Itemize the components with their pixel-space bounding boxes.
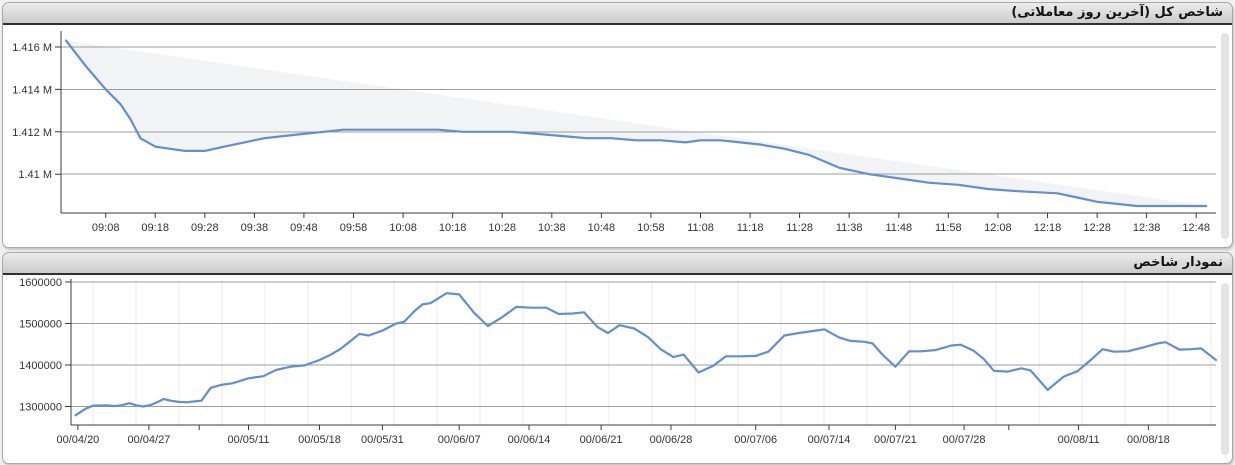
x-axis-label: 00/06/21 bbox=[580, 434, 623, 446]
x-axis-label: 12:28 bbox=[1083, 222, 1111, 234]
x-axis-label: 10:28 bbox=[488, 222, 516, 234]
x-axis-label: 11:48 bbox=[885, 222, 912, 234]
panel-index-history: نمودار شاخص 1600000 1500000 1400000 1300000… bbox=[2, 252, 1233, 464]
y-axis-label: 1.414 M bbox=[12, 84, 52, 96]
x-axis-label: 09:58 bbox=[340, 222, 368, 234]
x-axis-label: 12:48 bbox=[1182, 222, 1210, 234]
x-axis-label: 00/05/11 bbox=[227, 434, 269, 446]
panel-header-intraday[interactable]: شاخص کل (آخرین روز معاملاتی) bbox=[3, 3, 1232, 25]
history-chart[interactable]: 1600000 1500000 1400000 1300000 00/04/20 00/0… bbox=[3, 275, 1230, 463]
x-axis-label: 10:18 bbox=[439, 222, 467, 234]
y-axis-label: 1500000 bbox=[19, 319, 62, 331]
x-axis-label: 09:38 bbox=[241, 222, 269, 234]
x-axis-label: 00/08/18 bbox=[1127, 434, 1170, 446]
y-axis-label: 1.41 M bbox=[18, 169, 52, 181]
x-axis-label: 11:18 bbox=[737, 222, 764, 234]
x-axis-label: 00/04/27 bbox=[127, 434, 170, 446]
band-area bbox=[66, 40, 1207, 206]
x-axis-label: 10:38 bbox=[538, 222, 566, 234]
panel-header-history[interactable]: نمودار شاخص bbox=[3, 253, 1232, 275]
intraday-scrollbar-strip[interactable] bbox=[1221, 33, 1229, 239]
x-axis-label: 00/06/14 bbox=[508, 434, 551, 446]
x-axis-label: 00/07/21 bbox=[874, 434, 917, 446]
x-axis-label: 11:08 bbox=[687, 222, 714, 234]
intraday-index-line bbox=[64, 39, 1208, 208]
x-axis-label: 00/06/28 bbox=[650, 434, 693, 446]
x-axis-label: 00/07/14 bbox=[808, 434, 851, 446]
x-axis-label: 09:48 bbox=[290, 222, 318, 234]
x-axis-label: 11:28 bbox=[786, 222, 813, 234]
history-index-line bbox=[74, 292, 1218, 417]
x-axis-label: 10:58 bbox=[637, 222, 665, 234]
panel-title-history: نمودار شاخص bbox=[1133, 255, 1223, 270]
intraday-chart[interactable]: 1.416 M 1.414 M 1.412 M 1.41 M 09:08 09:18 09:… bbox=[3, 25, 1230, 247]
x-axis-label: 00/07/06 bbox=[734, 434, 777, 446]
x-axis-label: 10:08 bbox=[389, 222, 417, 234]
x-axis-label: 10:48 bbox=[588, 222, 616, 234]
y-axis-label: 1300000 bbox=[19, 402, 62, 414]
y-axis-label: 1.412 M bbox=[12, 127, 52, 139]
panel-intraday-index: شاخص کل (آخرین روز معاملاتی) 1.416 M 1.41… bbox=[2, 2, 1233, 248]
x-axis-label: 00/04/20 bbox=[56, 434, 99, 446]
x-axis-label: 09:08 bbox=[92, 222, 120, 234]
y-axis-label: 1400000 bbox=[19, 360, 62, 372]
x-axis-label: 09:28 bbox=[191, 222, 219, 234]
x-axis-label: 00/05/18 bbox=[298, 434, 341, 446]
x-axis-label: 00/07/28 bbox=[943, 434, 986, 446]
x-axis-label: 12:08 bbox=[984, 222, 1012, 234]
history-scrollbar-strip[interactable] bbox=[1221, 283, 1229, 455]
x-axis-label: 12:38 bbox=[1133, 222, 1161, 234]
x-axis-label: 11:38 bbox=[836, 222, 863, 234]
x-axis-label: 11:58 bbox=[935, 222, 962, 234]
x-axis-label: 00/05/31 bbox=[361, 434, 404, 446]
y-axis-label: 1.416 M bbox=[12, 42, 52, 54]
y-axis-label: 1600000 bbox=[19, 277, 62, 289]
x-axis-label: 12:18 bbox=[1034, 222, 1062, 234]
x-axis-label: 00/08/11 bbox=[1058, 434, 1100, 446]
x-axis-label: 00/06/07 bbox=[438, 434, 481, 446]
x-axis-label: 09:18 bbox=[141, 222, 169, 234]
panel-title-intraday: شاخص کل (آخرین روز معاملاتی) bbox=[1011, 5, 1223, 20]
